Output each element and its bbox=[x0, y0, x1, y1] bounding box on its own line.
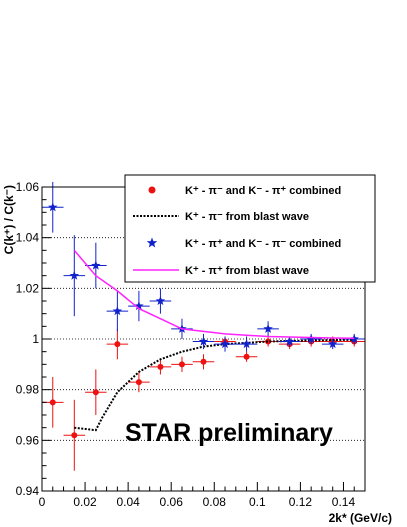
data-point bbox=[112, 306, 123, 316]
x-axis-label: 2k* (GeV/c) bbox=[329, 511, 392, 525]
data-point bbox=[178, 361, 185, 368]
x-tick-label: 0 bbox=[39, 495, 46, 509]
legend-label: K⁺ - π⁻ from blast wave bbox=[185, 211, 309, 223]
x-tick-label: 0.12 bbox=[289, 495, 313, 509]
series-layer bbox=[42, 181, 365, 471]
data-point bbox=[243, 353, 250, 360]
legend-label: K⁺ - π⁺ and K⁻ - π⁻ combined bbox=[185, 238, 341, 250]
series-1 bbox=[74, 338, 355, 432]
data-point bbox=[92, 389, 99, 396]
data-point bbox=[349, 334, 359, 344]
data-point bbox=[69, 270, 80, 280]
legend-symbol bbox=[148, 186, 156, 194]
legend-label: K⁺ - π⁺ from blast wave bbox=[185, 265, 309, 277]
data-point bbox=[135, 379, 142, 386]
legend: K⁺ - π⁻ and K⁻ - π⁺ combined K⁺ - π⁻ from… bbox=[124, 174, 376, 283]
x-tick-label: 0.08 bbox=[203, 495, 227, 509]
legend-box bbox=[124, 174, 376, 283]
data-point bbox=[49, 399, 56, 406]
y-tick-label: 1.06 bbox=[16, 180, 40, 194]
data-point bbox=[134, 301, 144, 311]
data-point bbox=[114, 341, 121, 348]
y-tick-label: 1 bbox=[32, 332, 39, 346]
y-tick-label: 1.04 bbox=[16, 231, 40, 245]
series-3 bbox=[73, 249, 355, 339]
legend-symbol bbox=[146, 237, 158, 248]
y-tick-label: 0.96 bbox=[16, 433, 40, 447]
data-point bbox=[157, 363, 164, 370]
data-point bbox=[284, 336, 295, 346]
x-tick-label: 0.04 bbox=[116, 495, 140, 509]
data-point bbox=[263, 323, 273, 333]
annotation-label: STAR preliminary bbox=[125, 419, 333, 447]
series-line bbox=[73, 249, 355, 339]
data-point bbox=[327, 339, 338, 349]
data-point bbox=[71, 432, 78, 439]
data-point bbox=[48, 202, 58, 212]
x-tick-label: 0.06 bbox=[160, 495, 184, 509]
x-tick-label: 0.1 bbox=[249, 495, 266, 509]
series-0 bbox=[42, 328, 365, 471]
data-point bbox=[306, 334, 316, 344]
data-point bbox=[265, 338, 272, 345]
data-point bbox=[200, 358, 207, 365]
data-point bbox=[155, 296, 166, 306]
axes: 0.94 0.96 0.98 1 1.02 1.04 1.06 0 0.02 0.04 0.06 0.… bbox=[16, 180, 366, 509]
y-tick-label: 0.98 bbox=[16, 383, 40, 397]
x-tick-label: 0.02 bbox=[73, 495, 97, 509]
data-point bbox=[91, 260, 101, 270]
data-point bbox=[198, 336, 209, 346]
y-tick-label: 0.94 bbox=[16, 484, 40, 498]
x-tick-label: 0.14 bbox=[332, 495, 356, 509]
legend-label: K⁺ - π⁻ and K⁻ - π⁺ combined bbox=[185, 185, 341, 197]
y-axis-label: C(k⁺) / C(k⁻) bbox=[2, 185, 16, 254]
data-point bbox=[220, 339, 230, 349]
data-point bbox=[241, 339, 252, 349]
y-tick-label: 1.02 bbox=[16, 281, 40, 295]
series-line bbox=[74, 338, 355, 432]
